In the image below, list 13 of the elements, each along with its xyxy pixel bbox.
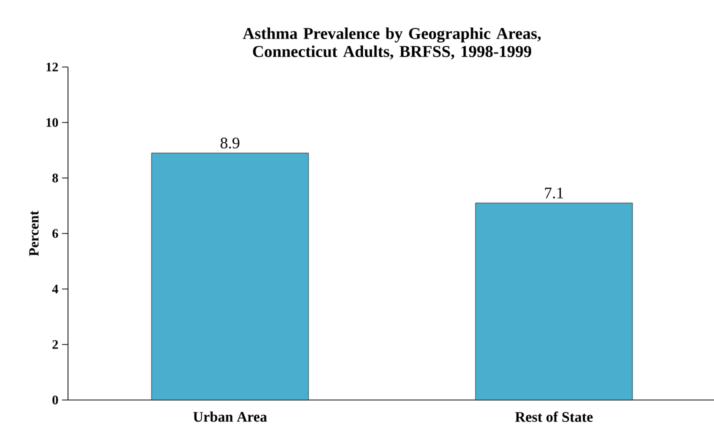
y-tick-label: 2 <box>52 340 58 349</box>
chart-title: Asthma Prevalence by Geographic Areas, Connecticut Adults, BRFSS, 1998-1999 <box>242 27 541 60</box>
y-axis-title: Percent <box>29 210 39 256</box>
y-tick-label: 12 <box>46 62 58 72</box>
y-tick-label: 8 <box>52 174 58 182</box>
y-tick-label: 4 <box>52 284 58 294</box>
y-tick-label: 10 <box>46 118 58 127</box>
data-label: 8.9 <box>220 138 240 148</box>
x-tick-label: Rest of State <box>515 412 593 422</box>
y-tick-label: 0 <box>52 396 58 404</box>
x-tick-label: Urban Area <box>193 412 267 422</box>
y-tick-label: 6 <box>52 229 58 238</box>
data-label: 7.1 <box>545 188 564 198</box>
